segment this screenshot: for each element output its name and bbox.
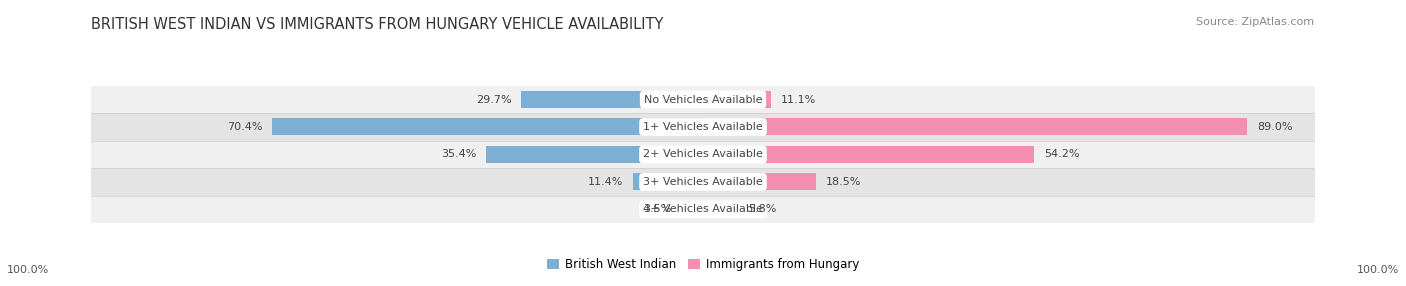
Text: 3.5%: 3.5% [644,204,672,214]
Text: 11.4%: 11.4% [588,177,623,187]
Text: BRITISH WEST INDIAN VS IMMIGRANTS FROM HUNGARY VEHICLE AVAILABILITY: BRITISH WEST INDIAN VS IMMIGRANTS FROM H… [91,17,664,32]
Bar [273,118,703,136]
Text: 54.2%: 54.2% [1045,150,1080,159]
Bar [703,173,815,190]
Bar [682,201,703,218]
Bar [633,173,703,190]
Text: 4+ Vehicles Available: 4+ Vehicles Available [643,204,763,214]
Text: 29.7%: 29.7% [477,95,512,104]
Text: 100.0%: 100.0% [7,265,49,275]
Bar [522,91,703,108]
Text: 3+ Vehicles Available: 3+ Vehicles Available [643,177,763,187]
Text: 35.4%: 35.4% [441,150,477,159]
Text: 11.1%: 11.1% [780,95,815,104]
Bar [486,146,703,163]
Text: 5.8%: 5.8% [748,204,776,214]
Bar [91,168,1315,196]
Text: 1+ Vehicles Available: 1+ Vehicles Available [643,122,763,132]
Text: 18.5%: 18.5% [825,177,862,187]
Text: No Vehicles Available: No Vehicles Available [644,95,762,104]
Bar [703,118,1247,136]
Legend: British West Indian, Immigrants from Hungary: British West Indian, Immigrants from Hun… [543,254,863,276]
Bar [91,113,1315,141]
Bar [703,146,1035,163]
Text: 89.0%: 89.0% [1257,122,1292,132]
Bar [91,86,1315,113]
Bar [91,141,1315,168]
Bar [703,201,738,218]
Text: 2+ Vehicles Available: 2+ Vehicles Available [643,150,763,159]
Text: Source: ZipAtlas.com: Source: ZipAtlas.com [1197,17,1315,27]
Bar [703,91,770,108]
Text: 100.0%: 100.0% [1357,265,1399,275]
Text: 70.4%: 70.4% [228,122,263,132]
Bar [91,196,1315,223]
